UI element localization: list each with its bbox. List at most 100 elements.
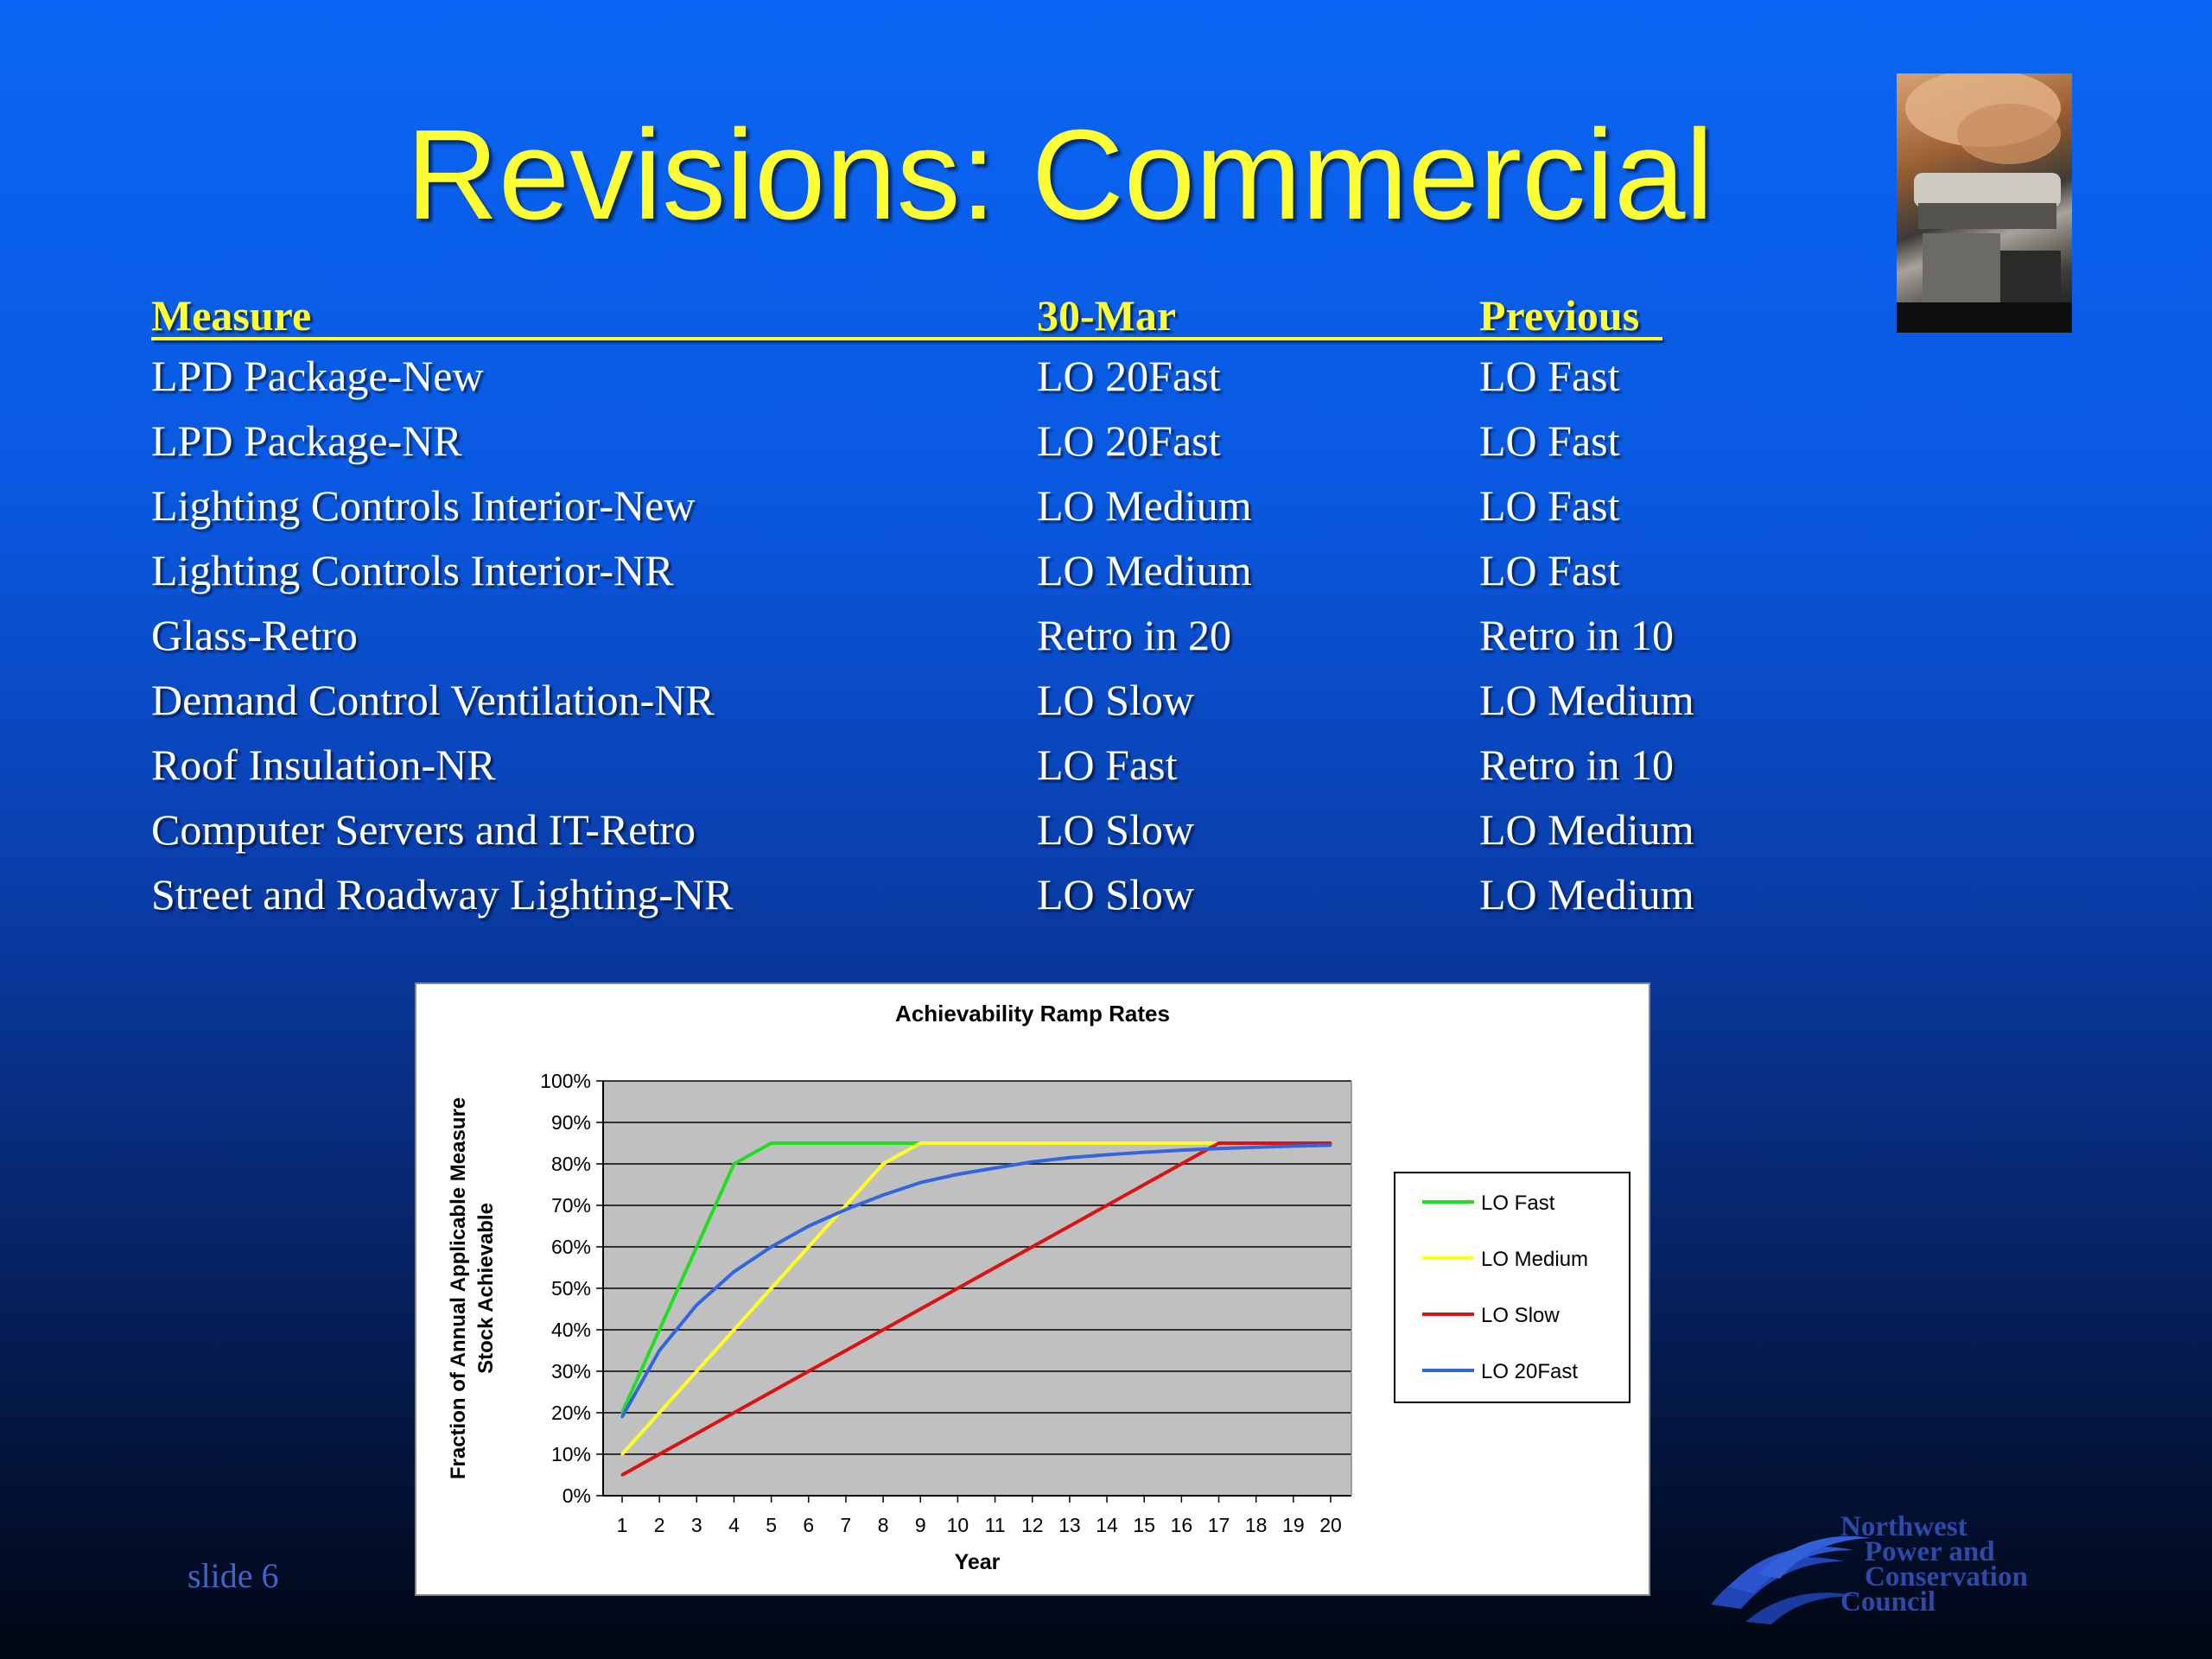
data-point bbox=[658, 1411, 661, 1414]
logo-line-3: Conservation bbox=[1865, 1561, 2028, 1592]
column-header-30-mar: 30-Mar bbox=[1037, 291, 1177, 340]
series-line bbox=[620, 1143, 1332, 1418]
data-point bbox=[1292, 1144, 1295, 1147]
data-point bbox=[1179, 1162, 1183, 1166]
data-point bbox=[620, 1452, 624, 1456]
data-point bbox=[1292, 1141, 1295, 1145]
data-point bbox=[770, 1287, 773, 1290]
data-point bbox=[994, 1266, 997, 1269]
y-axis-title-line: Fraction of Annual Applicable Measure bbox=[447, 1097, 470, 1479]
slide-number: slide 6 bbox=[188, 1556, 279, 1595]
y-tick-label: 60% bbox=[551, 1236, 591, 1258]
data-point bbox=[918, 1307, 922, 1311]
y-tick-label: 0% bbox=[563, 1484, 591, 1507]
table-header-row: Measure 30-Mar Previous bbox=[151, 283, 1776, 344]
x-tick-label: 8 bbox=[878, 1514, 889, 1536]
data-point bbox=[620, 1473, 624, 1477]
legend-label: LO 20Fast bbox=[1481, 1360, 1578, 1383]
data-point bbox=[1105, 1141, 1109, 1145]
current-rate-cell: LO Fast bbox=[1037, 741, 1178, 789]
x-tick-label: 20 bbox=[1319, 1514, 1342, 1536]
data-point bbox=[881, 1193, 885, 1197]
x-tick-label: 13 bbox=[1058, 1514, 1081, 1536]
chart-title: Achievability Ramp Rates bbox=[895, 1001, 1170, 1027]
table-row: Demand Control Ventilation-NR LO Slow LO… bbox=[151, 668, 1776, 733]
data-point bbox=[658, 1328, 661, 1332]
data-point bbox=[732, 1328, 735, 1332]
y-tick-label: 50% bbox=[551, 1277, 591, 1300]
y-tick-label: 80% bbox=[551, 1153, 591, 1175]
logo-line-4: Council bbox=[1840, 1586, 1936, 1618]
x-tick-label: 16 bbox=[1171, 1514, 1193, 1536]
y-tick-label: 90% bbox=[551, 1111, 591, 1134]
data-point bbox=[1105, 1153, 1109, 1156]
previous-rate-cell: Retro in 10 bbox=[1479, 741, 1674, 789]
measure-cell: Street and Roadway Lighting-NR bbox=[151, 870, 734, 918]
measure-cell: LPD Package-NR bbox=[151, 416, 462, 465]
data-point bbox=[956, 1173, 959, 1176]
previous-rate-cell: Retro in 10 bbox=[1479, 611, 1674, 659]
table-row: LPD Package-New LO 20Fast LO Fast bbox=[151, 344, 1776, 409]
data-point bbox=[770, 1390, 773, 1394]
x-tick-label: 18 bbox=[1245, 1514, 1268, 1536]
data-point bbox=[881, 1141, 885, 1145]
table-row: Lighting Controls Interior-New LO Medium… bbox=[151, 474, 1776, 538]
x-axis-title: Year bbox=[955, 1550, 1001, 1574]
y-tick-label: 30% bbox=[551, 1360, 591, 1382]
decorative-photo bbox=[1897, 73, 2072, 333]
column-header-measure: Measure bbox=[151, 291, 312, 340]
data-point bbox=[807, 1245, 810, 1249]
series-line bbox=[620, 1141, 1331, 1456]
data-point bbox=[956, 1287, 959, 1290]
measure-cell: Lighting Controls Interior-New bbox=[151, 481, 696, 530]
current-rate-cell: LO 20Fast bbox=[1037, 352, 1221, 400]
logo-line-1: Northwest bbox=[1840, 1511, 1967, 1542]
data-point bbox=[1031, 1141, 1034, 1145]
data-point bbox=[1255, 1141, 1258, 1145]
table-row: Street and Roadway Lighting-NR LO Slow L… bbox=[151, 862, 1776, 927]
x-tick-label: 2 bbox=[654, 1514, 665, 1536]
data-point bbox=[1031, 1160, 1034, 1164]
ramp-rate-chart: 0% 10% 20% 30% 40% 50% 60% 70% 80% 90% 100% 1 2 3 4 5 6 7… bbox=[415, 982, 1650, 1596]
data-point bbox=[807, 1370, 810, 1373]
data-point bbox=[1142, 1183, 1146, 1186]
table-row: Glass-Retro Retro in 20 Retro in 10 bbox=[151, 603, 1776, 668]
previous-rate-cell: LO Fast bbox=[1479, 481, 1620, 530]
data-point bbox=[695, 1245, 698, 1249]
data-point bbox=[1031, 1245, 1034, 1249]
data-point bbox=[1142, 1141, 1146, 1145]
data-point bbox=[881, 1328, 885, 1332]
measure-cell: Computer Servers and IT-Retro bbox=[151, 805, 696, 854]
table-row: Lighting Controls Interior-NR LO Medium … bbox=[151, 538, 1776, 603]
data-point bbox=[844, 1349, 848, 1352]
x-tick-label: 11 bbox=[985, 1514, 1006, 1536]
y-tick-label: 100% bbox=[540, 1070, 591, 1092]
y-tick-label: 40% bbox=[551, 1319, 591, 1341]
current-rate-cell: LO 20Fast bbox=[1037, 416, 1221, 465]
data-point bbox=[844, 1141, 848, 1145]
data-point bbox=[807, 1141, 810, 1145]
current-rate-cell: LO Slow bbox=[1037, 805, 1194, 854]
previous-rate-cell: LO Medium bbox=[1479, 870, 1694, 918]
measure-cell: LPD Package-New bbox=[151, 352, 484, 400]
data-point bbox=[732, 1270, 735, 1274]
y-tick-label: 70% bbox=[551, 1194, 591, 1217]
data-point bbox=[1105, 1204, 1109, 1207]
data-point bbox=[994, 1141, 997, 1145]
legend-label: LO Fast bbox=[1481, 1192, 1555, 1215]
slide-title: Revisions: Commercial bbox=[406, 104, 1714, 246]
y-tick-label: 20% bbox=[551, 1402, 591, 1424]
measure-cell: Demand Control Ventilation-NR bbox=[151, 676, 715, 724]
data-point bbox=[1217, 1141, 1221, 1145]
logo-line-2: Power and bbox=[1865, 1536, 1995, 1567]
data-point bbox=[732, 1411, 735, 1414]
x-tick-label: 6 bbox=[803, 1514, 814, 1536]
x-tick-label: 19 bbox=[1282, 1514, 1305, 1536]
data-point bbox=[658, 1349, 661, 1352]
revisions-table: Measure 30-Mar Previous LPD Package-New … bbox=[151, 283, 1776, 927]
data-point bbox=[658, 1452, 661, 1456]
x-tick-label: 12 bbox=[1021, 1514, 1044, 1536]
current-rate-cell: Retro in 20 bbox=[1037, 611, 1231, 659]
x-tick-label: 17 bbox=[1208, 1514, 1230, 1536]
data-point bbox=[844, 1204, 848, 1207]
